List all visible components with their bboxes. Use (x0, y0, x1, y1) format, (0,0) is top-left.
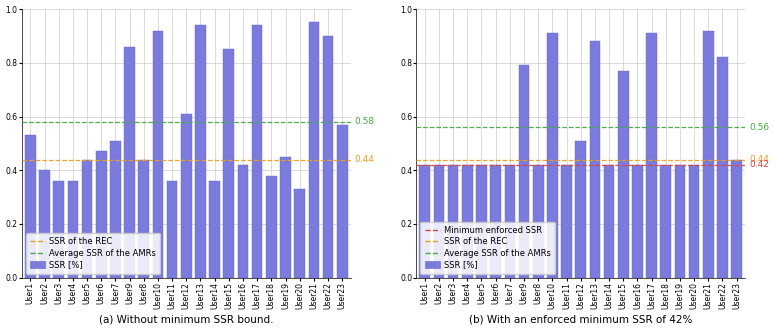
Bar (434, 165, 444, 278)
Bar (181, 114, 191, 278)
Text: 0.44: 0.44 (749, 155, 770, 164)
Bar (40, 170, 50, 278)
Bar (575, 141, 586, 278)
Text: 0.56: 0.56 (749, 123, 770, 132)
Bar (25, 135, 36, 278)
Bar (294, 189, 305, 278)
Bar (590, 41, 600, 278)
Bar (533, 165, 543, 278)
Text: 0.42: 0.42 (749, 160, 770, 169)
Bar (252, 25, 263, 278)
Bar (476, 165, 487, 278)
Bar (195, 25, 206, 278)
Bar (153, 31, 164, 278)
Bar (281, 157, 291, 278)
Bar (81, 159, 92, 278)
X-axis label: (b) With an enforced minimum SSR of 42%: (b) With an enforced minimum SSR of 42% (469, 314, 692, 324)
Bar (337, 125, 347, 278)
Bar (139, 159, 149, 278)
Bar (53, 181, 64, 278)
Bar (717, 57, 728, 278)
Bar (561, 165, 572, 278)
Bar (124, 47, 135, 278)
Bar (67, 181, 78, 278)
Bar (604, 165, 615, 278)
Bar (167, 181, 177, 278)
Bar (618, 71, 629, 278)
Bar (96, 151, 106, 278)
Bar (732, 159, 742, 278)
Bar (308, 22, 319, 278)
Bar (505, 165, 515, 278)
Bar (632, 165, 642, 278)
Bar (209, 181, 220, 278)
Bar (223, 50, 234, 278)
Bar (322, 36, 333, 278)
Bar (266, 176, 277, 278)
Legend: Minimum enforced SSR, SSR of the REC, Average SSR of the AMRs, SSR [%]: Minimum enforced SSR, SSR of the REC, Av… (421, 222, 555, 274)
X-axis label: (a) Without minimum SSR bound.: (a) Without minimum SSR bound. (99, 314, 274, 324)
Text: 0.58: 0.58 (355, 117, 375, 126)
Bar (419, 165, 430, 278)
Bar (547, 33, 558, 278)
Bar (674, 165, 685, 278)
Bar (448, 165, 459, 278)
Bar (689, 165, 700, 278)
Bar (110, 141, 121, 278)
Bar (518, 65, 529, 278)
Bar (703, 31, 714, 278)
Legend: SSR of the REC, Average SSR of the AMRs, SSR [%]: SSR of the REC, Average SSR of the AMRs,… (26, 233, 160, 274)
Bar (238, 165, 248, 278)
Text: 0.44: 0.44 (355, 155, 375, 164)
Bar (491, 165, 501, 278)
Bar (646, 33, 657, 278)
Bar (462, 165, 473, 278)
Bar (660, 165, 671, 278)
